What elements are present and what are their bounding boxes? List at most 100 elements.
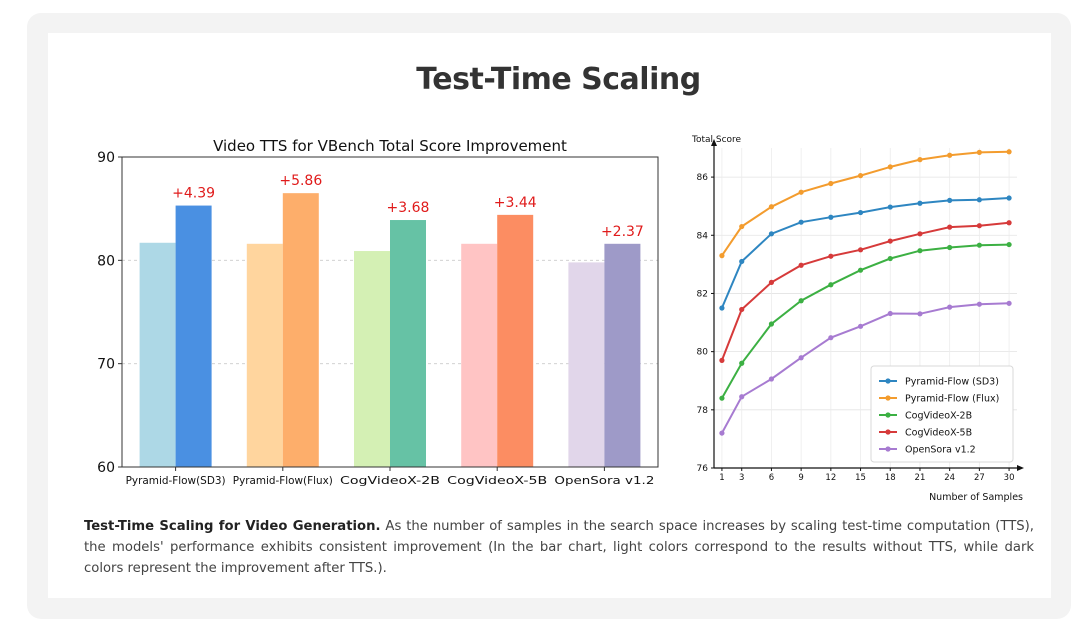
data-point xyxy=(917,248,923,254)
page-title: Test-Time Scaling xyxy=(416,62,701,97)
legend-label: Pyramid-Flow (SD3) xyxy=(905,377,999,388)
y-tick-label: 78 xyxy=(697,406,709,416)
data-point xyxy=(798,355,804,361)
data-point xyxy=(798,262,804,268)
chart-title: Video TTS for VBench Total Score Improve… xyxy=(213,137,567,155)
data-point xyxy=(947,152,953,158)
bar-before-tts xyxy=(139,242,176,467)
y-tick-label: 80 xyxy=(97,253,115,269)
y-tick-label: 82 xyxy=(697,289,708,299)
data-label: +4.39 xyxy=(172,186,215,202)
data-point xyxy=(887,255,893,262)
data-point xyxy=(947,244,953,251)
data-point xyxy=(768,231,775,237)
data-point xyxy=(1006,300,1012,306)
bar-before-tts xyxy=(461,243,498,467)
data-point xyxy=(917,231,923,237)
figure-caption: Test-Time Scaling for Video Generation. … xyxy=(84,516,1034,579)
data-point xyxy=(768,279,775,285)
x-tick-label: Pyramid-Flow(SD3) xyxy=(126,475,226,487)
x-axis-arrow xyxy=(1017,465,1024,471)
x-tick-label: 15 xyxy=(855,473,866,483)
y-axis-label: Total Score xyxy=(691,135,742,145)
series-line xyxy=(720,197,1010,309)
bar-before-tts xyxy=(246,243,283,467)
legend-marker xyxy=(885,446,891,452)
bar-before-tts xyxy=(354,251,390,467)
data-label: +3.44 xyxy=(494,195,537,211)
y-tick-label: 86 xyxy=(697,173,709,183)
bar-after-tts xyxy=(497,214,534,467)
data-point xyxy=(887,238,893,244)
data-point xyxy=(739,394,745,400)
data-point xyxy=(828,335,834,341)
series-line xyxy=(720,221,1010,361)
data-point xyxy=(719,305,725,311)
data-label: +3.68 xyxy=(387,200,430,216)
x-tick-label: OpenSora v1.2 xyxy=(554,475,654,487)
data-point xyxy=(1006,241,1012,248)
data-point xyxy=(739,360,745,366)
data-point xyxy=(947,197,953,203)
data-point xyxy=(976,242,982,248)
x-tick-label: 1 xyxy=(719,473,724,483)
legend-label: CogVideoX-2B xyxy=(905,411,972,422)
y-tick-label: 70 xyxy=(97,357,115,373)
legend-marker xyxy=(885,429,891,435)
x-tick-label: 30 xyxy=(1004,473,1015,483)
data-point xyxy=(739,306,745,313)
x-tick-label: 6 xyxy=(769,473,774,483)
bar-chart: Video TTS for VBench Total Score Improve… xyxy=(97,137,659,487)
legend-label: Pyramid-Flow (Flux) xyxy=(905,394,999,405)
data-point xyxy=(857,173,864,179)
data-point xyxy=(798,189,804,195)
data-point xyxy=(828,214,834,220)
x-tick-label: 27 xyxy=(974,473,985,483)
legend-marker xyxy=(885,412,891,418)
data-point xyxy=(976,223,982,229)
data-point xyxy=(976,149,982,155)
data-point xyxy=(719,430,725,436)
data-point xyxy=(976,301,982,307)
data-point xyxy=(719,357,725,363)
data-point xyxy=(798,219,804,225)
data-point xyxy=(1006,149,1012,155)
data-point xyxy=(768,376,775,382)
data-point xyxy=(857,209,864,216)
data-point xyxy=(1006,195,1012,201)
bar-after-tts xyxy=(282,193,319,467)
x-axis-label: Number of Samples xyxy=(929,492,1023,503)
caption-bold: Test-Time Scaling for Video Generation. xyxy=(84,519,381,534)
data-point xyxy=(887,164,893,170)
x-tick-label: 12 xyxy=(825,473,836,483)
x-tick-label: 24 xyxy=(944,473,955,483)
data-point xyxy=(828,282,834,288)
data-point xyxy=(887,204,893,210)
bar-after-tts xyxy=(604,243,641,467)
plot-frame xyxy=(121,156,659,468)
y-tick-label: 84 xyxy=(697,231,709,241)
data-point xyxy=(947,224,953,230)
x-tick-label: 9 xyxy=(798,473,803,483)
x-tick-label: 18 xyxy=(885,473,896,483)
x-tick-label: CogVideoX-5B xyxy=(447,475,547,487)
x-tick-label: 21 xyxy=(915,473,926,483)
data-point xyxy=(917,200,923,206)
legend-label: OpenSora v1.2 xyxy=(905,445,976,456)
data-point xyxy=(719,395,725,401)
x-tick-label: CogVideoX-2B xyxy=(340,475,440,487)
data-point xyxy=(917,157,923,163)
x-tick-label: 3 xyxy=(739,473,744,483)
y-axis-arrow xyxy=(711,139,717,146)
data-point xyxy=(768,204,775,210)
y-tick-label: 80 xyxy=(697,348,709,358)
legend-marker xyxy=(885,395,891,401)
data-point xyxy=(857,247,864,253)
data-point xyxy=(768,321,775,327)
data-point xyxy=(887,310,893,317)
legend-box xyxy=(870,365,1014,463)
bar-after-tts xyxy=(390,220,426,467)
legend-marker xyxy=(885,378,891,384)
data-label: +5.86 xyxy=(279,173,322,189)
bar-before-tts xyxy=(568,262,605,467)
